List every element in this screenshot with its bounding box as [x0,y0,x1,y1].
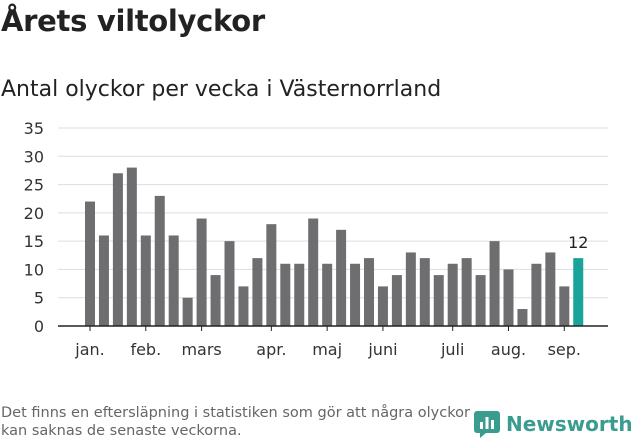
bar-week-34 [545,252,556,326]
bar-week-16 [294,263,305,326]
bar-week-31 [503,269,514,326]
bar-week-21 [364,258,374,326]
bar-week-18 [322,263,333,326]
bar-week-24 [405,252,416,326]
x-tick-label: juni [367,340,397,359]
y-axis: 0 5 10 15 20 25 30 35 [24,119,44,336]
bar-week-22 [377,286,388,326]
bar-week-30 [489,241,500,326]
y-tick-label-35: 35 [24,119,44,138]
newsworthy-logo-text: Newsworthy [506,412,631,436]
gridlines [58,127,608,299]
bar-week-2 [98,235,109,326]
bar-week-17 [308,218,319,326]
x-tick-label: jan. [74,340,104,359]
bar-week-14 [266,224,277,326]
x-tick-label: mars [181,340,221,359]
y-tick-label-5: 5 [34,289,44,308]
bar-week-27 [447,263,458,326]
bar-week-11 [224,241,235,326]
bar-week-23 [391,275,402,326]
y-tick-label-30: 30 [24,147,44,166]
highlight-data-label: 12 [568,233,588,252]
bar-week-7 [168,235,179,326]
bar-week-3 [112,173,123,326]
x-tick-label: apr. [256,340,286,359]
bar-week-8 [182,297,193,326]
y-tick-label-20: 20 [24,204,44,223]
bar-week-19 [336,229,347,326]
bar-week-9 [196,218,207,326]
bars [85,167,584,326]
chart-title: Årets viltolyckor [1,4,265,38]
newsworthy-logo: Newsworthy [474,408,631,440]
bar-week-28 [461,258,472,326]
y-tick-label-25: 25 [24,176,44,195]
x-tick-label: sep. [548,340,581,359]
bar-week-35 [559,286,570,326]
y-tick-label-10: 10 [24,260,44,279]
bar-week-32 [517,309,528,326]
x-tick-label: maj [312,340,342,359]
bar-week-20 [350,263,361,326]
x-tick-label: feb. [130,340,161,359]
bar-week-29 [475,275,486,326]
annotations: 12 [568,233,588,252]
bar-chart: 0 5 10 15 20 25 30 35 jan. feb. mars apr. maj juni ju… [24,119,608,359]
bar-week-12 [238,286,249,326]
y-tick-label-0: 0 [34,317,44,336]
bar-week-13 [252,258,263,326]
bar-week-26 [433,275,444,326]
bar-week-10 [210,275,221,326]
newsworthy-logo-icon [474,411,500,438]
bar-week-36 [573,258,584,326]
bar-week-25 [419,258,430,326]
x-axis: jan. feb. mars apr. maj juni juli aug. sep. [58,325,608,359]
bar-week-6 [154,195,165,326]
y-tick-label-15: 15 [24,232,44,251]
x-tick-label: aug. [491,340,526,359]
bar-week-1 [85,201,95,326]
bar-week-33 [531,263,542,326]
footnote: Det finns en eftersläpning i statistiken… [1,405,470,439]
chart-subtitle: Antal olyckor per vecka i Västernorrland [1,77,442,102]
bar-week-4 [126,167,137,326]
bar-week-5 [140,235,151,326]
x-tick-label: juli [440,340,464,359]
bar-week-15 [280,263,291,326]
